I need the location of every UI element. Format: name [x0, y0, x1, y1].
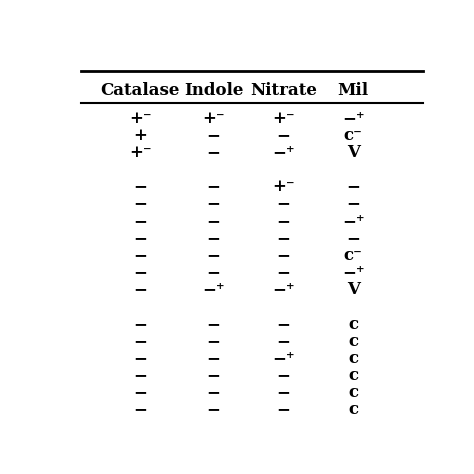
Text: −: −	[207, 196, 220, 212]
Text: c⁻: c⁻	[344, 247, 363, 264]
Text: −⁺: −⁺	[272, 282, 295, 298]
Text: −: −	[133, 333, 147, 350]
Text: −: −	[133, 384, 147, 401]
Text: −: −	[133, 367, 147, 384]
Text: c⁻: c⁻	[344, 127, 363, 144]
Text: −⁺: −⁺	[272, 144, 295, 161]
Text: −⁺: −⁺	[342, 264, 365, 281]
Text: −: −	[133, 178, 147, 195]
Text: −: −	[346, 230, 360, 247]
Text: +⁻: +⁻	[272, 178, 295, 195]
Text: −: −	[133, 350, 147, 367]
Text: −: −	[207, 350, 220, 367]
Text: −: −	[276, 213, 290, 230]
Text: Catalase: Catalase	[100, 82, 180, 100]
Text: −: −	[276, 196, 290, 212]
Text: +⁻: +⁻	[129, 144, 151, 161]
Text: −: −	[133, 316, 147, 333]
Text: −: −	[276, 247, 290, 264]
Text: −: −	[133, 401, 147, 419]
Text: c: c	[348, 367, 358, 384]
Text: −: −	[346, 196, 360, 212]
Text: −: −	[276, 127, 290, 144]
Text: +⁻: +⁻	[129, 110, 151, 127]
Text: −⁺: −⁺	[202, 282, 225, 298]
Text: −: −	[276, 384, 290, 401]
Text: Nitrate: Nitrate	[250, 82, 317, 100]
Text: −⁺: −⁺	[342, 213, 365, 230]
Text: −⁺: −⁺	[342, 110, 365, 127]
Text: Indole: Indole	[184, 82, 243, 100]
Text: −: −	[276, 367, 290, 384]
Text: −: −	[133, 196, 147, 212]
Text: −⁺: −⁺	[272, 350, 295, 367]
Text: −: −	[133, 213, 147, 230]
Text: V: V	[346, 144, 360, 161]
Text: −: −	[276, 401, 290, 419]
Text: −: −	[276, 230, 290, 247]
Text: c: c	[348, 384, 358, 401]
Text: −: −	[207, 264, 220, 281]
Text: −: −	[133, 230, 147, 247]
Text: Mil: Mil	[337, 82, 369, 100]
Text: −: −	[207, 127, 220, 144]
Text: −: −	[207, 401, 220, 419]
Text: −: −	[207, 213, 220, 230]
Text: c: c	[348, 316, 358, 333]
Text: c: c	[348, 350, 358, 367]
Text: V: V	[346, 282, 360, 298]
Text: −: −	[207, 316, 220, 333]
Text: c: c	[348, 333, 358, 350]
Text: +: +	[133, 127, 147, 144]
Text: −: −	[207, 178, 220, 195]
Text: −: −	[133, 264, 147, 281]
Text: −: −	[276, 316, 290, 333]
Text: −: −	[207, 247, 220, 264]
Text: −: −	[276, 264, 290, 281]
Text: −: −	[207, 333, 220, 350]
Text: c: c	[348, 401, 358, 419]
Text: −: −	[276, 333, 290, 350]
Text: −: −	[133, 282, 147, 298]
Text: +⁻: +⁻	[272, 110, 295, 127]
Text: −: −	[207, 144, 220, 161]
Text: −: −	[207, 367, 220, 384]
Text: −: −	[346, 178, 360, 195]
Text: −: −	[207, 384, 220, 401]
Text: +⁻: +⁻	[202, 110, 225, 127]
Text: −: −	[207, 230, 220, 247]
Text: −: −	[133, 247, 147, 264]
